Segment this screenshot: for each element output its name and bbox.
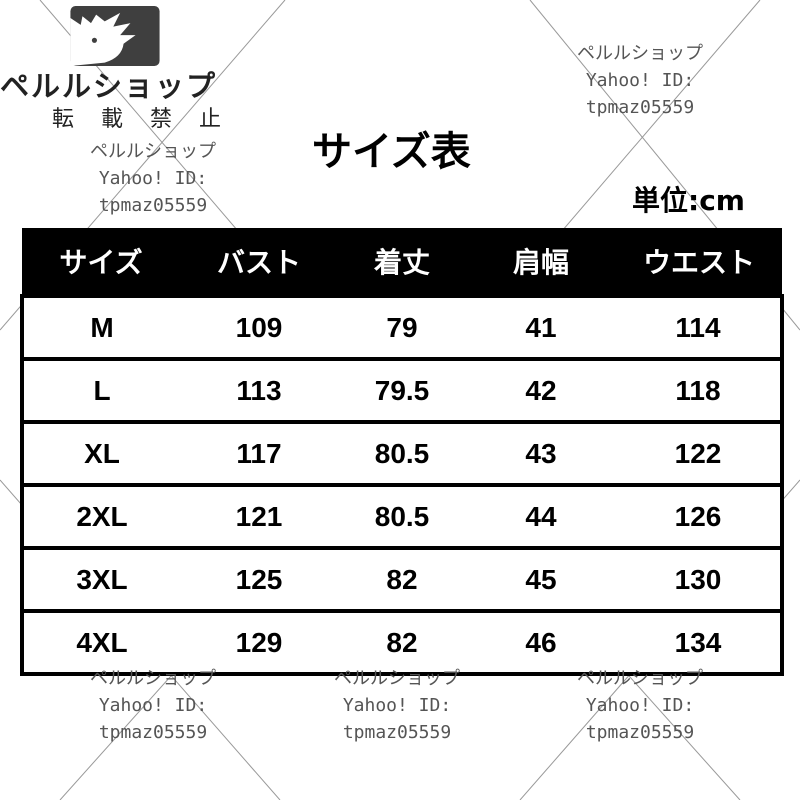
cell-size: L xyxy=(20,357,180,424)
cell-bust: 125 xyxy=(180,546,338,613)
header-size: サイズ xyxy=(22,228,180,296)
no-reprint-notice: 転 載 禁 止 xyxy=(52,107,231,132)
cell-shoulder: 42 xyxy=(466,357,616,424)
table-header-row: サイズ バスト 着丈 肩幅 ウエスト xyxy=(22,228,782,296)
header-waist: ウエスト xyxy=(616,228,782,296)
cell-waist: 122 xyxy=(616,420,784,487)
cell-shoulder: 43 xyxy=(466,420,616,487)
brand-name: ペルルショップ xyxy=(0,69,218,103)
cell-waist: 114 xyxy=(616,294,784,361)
header-length: 着丈 xyxy=(338,228,466,296)
cell-length: 80.5 xyxy=(338,483,466,550)
table-row: 4XL 129 82 46 134 xyxy=(20,609,784,676)
cell-shoulder: 44 xyxy=(466,483,616,550)
cell-length: 79.5 xyxy=(338,357,466,424)
cell-size: M xyxy=(20,294,180,361)
cell-size: XL xyxy=(20,420,180,487)
cell-waist: 126 xyxy=(616,483,784,550)
cell-bust: 109 xyxy=(180,294,338,361)
cell-bust: 113 xyxy=(180,357,338,424)
cell-shoulder: 41 xyxy=(466,294,616,361)
header-bust: バスト xyxy=(180,228,338,296)
table-row: 2XL 121 80.5 44 126 xyxy=(20,483,784,550)
cell-length: 80.5 xyxy=(338,420,466,487)
table-row: 3XL 125 82 45 130 xyxy=(20,546,784,613)
table-row: M 109 79 41 114 xyxy=(20,294,784,361)
cell-length: 82 xyxy=(338,609,466,676)
unit-label: 単位:cm xyxy=(632,184,745,217)
header-shoulder: 肩幅 xyxy=(466,228,616,296)
cell-size: 3XL xyxy=(20,546,180,613)
page-title: サイズ表 xyxy=(312,129,471,175)
brand-logo xyxy=(70,6,160,66)
cell-bust: 129 xyxy=(180,609,338,676)
cell-waist: 134 xyxy=(616,609,784,676)
table-row: XL 117 80.5 43 122 xyxy=(20,420,784,487)
cell-length: 79 xyxy=(338,294,466,361)
cell-bust: 121 xyxy=(180,483,338,550)
cell-waist: 130 xyxy=(616,546,784,613)
cell-waist: 118 xyxy=(616,357,784,424)
size-table: サイズ バスト 着丈 肩幅 ウエスト M 109 79 41 114 L 113 79.5 42… xyxy=(20,228,784,676)
cell-size: 2XL xyxy=(20,483,180,550)
cell-bust: 117 xyxy=(180,420,338,487)
cell-length: 82 xyxy=(338,546,466,613)
cell-size: 4XL xyxy=(20,609,180,676)
cell-shoulder: 46 xyxy=(466,609,616,676)
table-row: L 113 79.5 42 118 xyxy=(20,357,784,424)
cell-shoulder: 45 xyxy=(466,546,616,613)
